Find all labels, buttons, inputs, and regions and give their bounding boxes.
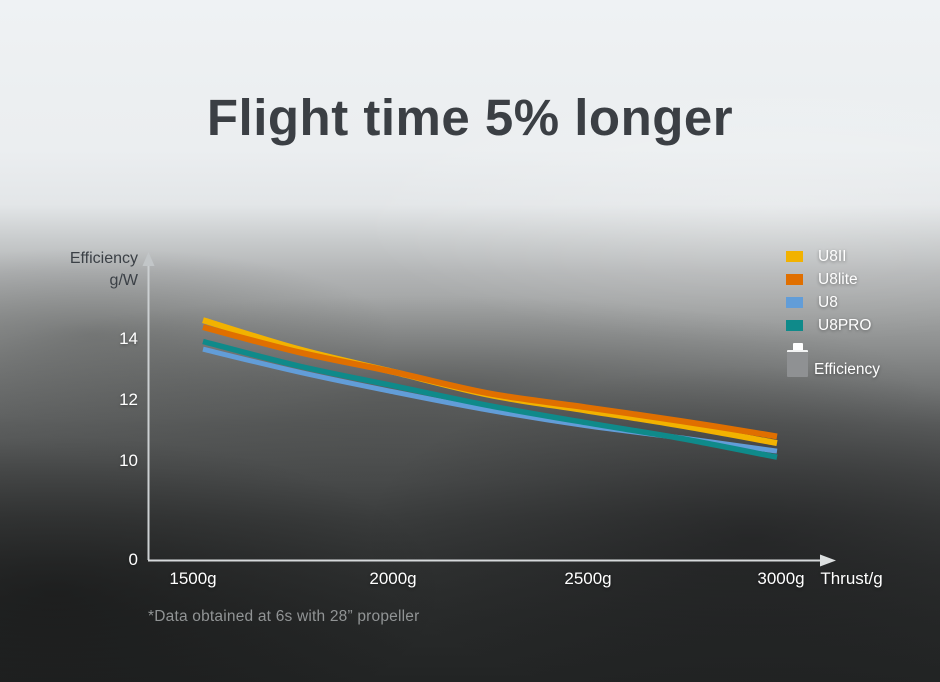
y-tick-14: 14	[119, 329, 138, 348]
legend-swatch-u8	[786, 297, 803, 308]
series-lines	[202, 317, 778, 460]
legend-label-u8pro: U8PRO	[818, 316, 872, 334]
y-axis-title: Efficiency g/W	[58, 248, 138, 292]
page-title: Flight time 5% longer	[206, 89, 734, 146]
y-tick-12: 12	[119, 390, 138, 409]
legend-item-u8ii: U8II	[786, 245, 871, 268]
x-tick-3000g: 3000g	[757, 569, 805, 588]
y-axis-arrow-icon	[142, 252, 155, 266]
legend-swatch-u8pro	[786, 320, 803, 331]
x-axis-title: Thrust/g	[820, 569, 883, 588]
battery-legend-label: Efficiency	[814, 361, 881, 378]
y-axis-title-line1: Efficiency	[69, 250, 138, 267]
x-tick-2500g: 2500g	[564, 569, 612, 588]
series-line-u8lite	[202, 324, 778, 440]
axes	[142, 252, 836, 567]
legend-swatch-u8lite	[786, 274, 803, 285]
series-line-u8pro	[202, 338, 778, 460]
battery-icon	[787, 343, 808, 377]
x-tick-2000g: 2000g	[369, 569, 417, 588]
legend-item-u8pro: U8PRO	[786, 314, 871, 337]
chart-legend: U8II U8lite U8 U8PRO	[786, 245, 871, 337]
legend-item-u8: U8	[786, 291, 871, 314]
y-axis-title-line2: g/W	[109, 272, 138, 289]
legend-label-u8ii: U8II	[818, 247, 847, 265]
x-tick-1500g: 1500g	[169, 569, 217, 588]
footnote: *Data obtained at 6s with 28” propeller	[148, 608, 420, 625]
legend-label-u8lite: U8lite	[818, 270, 858, 288]
battery-body	[787, 350, 808, 377]
x-axis-arrow-icon	[820, 554, 836, 567]
battery-terminal	[793, 343, 803, 351]
y-tick-10: 10	[119, 451, 138, 470]
legend-item-u8lite: U8lite	[786, 268, 871, 291]
legend-swatch-u8ii	[786, 251, 803, 262]
y-tick-0: 0	[128, 550, 138, 569]
legend-label-u8: U8	[818, 293, 838, 311]
